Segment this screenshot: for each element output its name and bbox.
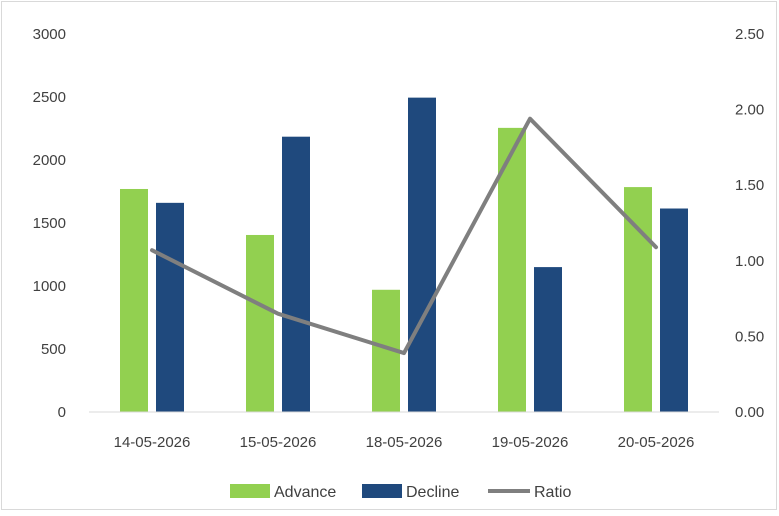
left-tick-label: 500 — [41, 341, 66, 358]
right-tick-label: 1.50 — [735, 177, 764, 194]
decline-bar — [408, 98, 436, 412]
decline-bar — [282, 137, 310, 412]
right-tick-label: 1.00 — [735, 253, 764, 270]
right-axis-ticks: 0.00 0.50 1.00 1.50 2.00 2.50 — [735, 26, 764, 421]
left-tick-label: 1500 — [33, 215, 66, 232]
left-tick-label: 2500 — [33, 89, 66, 106]
decline-bar — [534, 267, 562, 412]
legend-label-ratio: Ratio — [534, 484, 571, 501]
left-tick-label: 1000 — [33, 278, 66, 295]
decline-bar — [156, 203, 184, 412]
decline-bar — [660, 209, 688, 412]
category-label: 20-05-2026 — [618, 434, 695, 451]
right-tick-label: 0.50 — [735, 328, 764, 345]
right-tick-label: 2.00 — [735, 102, 764, 119]
right-tick-label: 0.00 — [735, 404, 764, 421]
advance-bar — [120, 189, 148, 412]
category-label: 18-05-2026 — [366, 434, 443, 451]
category-label: 14-05-2026 — [114, 434, 191, 451]
advance-bar — [246, 235, 274, 412]
legend-swatch-advance — [230, 484, 270, 498]
ratio-line-layer — [152, 119, 656, 354]
legend-label-decline: Decline — [406, 484, 459, 501]
left-tick-label: 2000 — [33, 152, 66, 169]
bars-layer — [120, 98, 688, 412]
right-tick-label: 2.50 — [735, 26, 764, 43]
category-label: 19-05-2026 — [492, 434, 569, 451]
left-axis-ticks: 0 500 1000 1500 2000 2500 3000 — [33, 26, 66, 421]
left-tick-label: 3000 — [33, 26, 66, 43]
ratio-line — [152, 119, 656, 353]
legend: Advance Decline Ratio — [230, 484, 571, 501]
legend-swatch-decline — [362, 484, 402, 498]
category-label: 15-05-2026 — [240, 434, 317, 451]
category-labels: 14-05-2026 15-05-2026 18-05-2026 19-05-2026… — [114, 434, 695, 451]
legend-label-advance: Advance — [274, 484, 336, 501]
left-tick-label: 0 — [58, 404, 66, 421]
